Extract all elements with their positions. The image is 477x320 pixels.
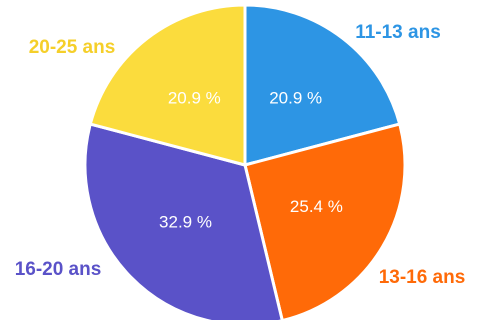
slice-value-label-13-16-ans: 25.4 % (290, 197, 343, 216)
category-label-16-20-ans: 16-20 ans (15, 259, 102, 280)
slice-value-label-11-13-ans: 20.9 % (269, 89, 322, 108)
slice-value-label-20-25-ans: 20.9 % (168, 89, 221, 108)
pie-slice-16-20-ans (83, 122, 284, 320)
pie-slice-20-25-ans (88, 3, 247, 167)
pie-slice-13-16-ans (243, 122, 407, 320)
category-label-13-16-ans: 13-16 ans (379, 267, 466, 288)
slice-value-label-16-20-ans: 32.9 % (159, 213, 212, 232)
category-label-11-13-ans: 11-13 ans (355, 22, 441, 43)
category-label-20-25-ans: 20-25 ans (29, 37, 116, 58)
pie-slice-11-13-ans (243, 3, 402, 167)
